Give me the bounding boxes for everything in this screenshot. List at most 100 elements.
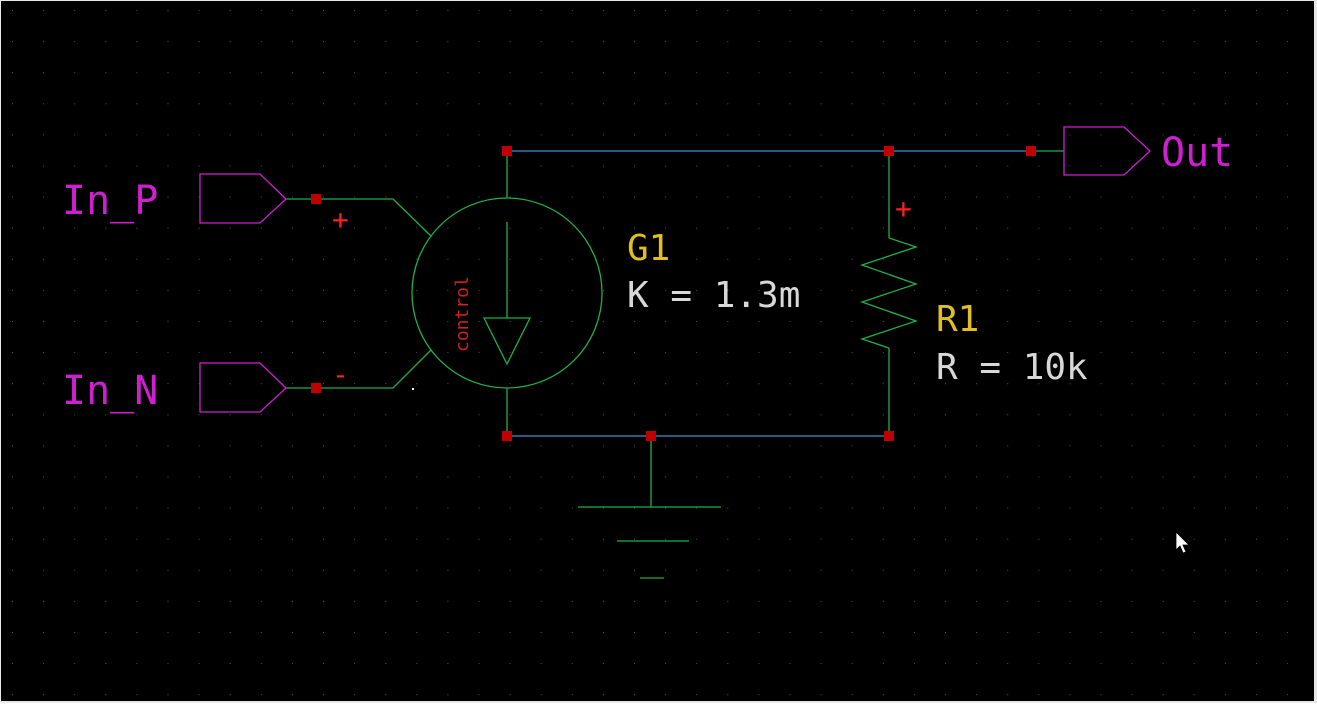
node[interactable]	[502, 146, 512, 156]
grid-dot	[12, 196, 13, 198]
grid-dot	[74, 352, 76, 354]
grid-dot	[260, 352, 262, 354]
node[interactable]	[884, 146, 894, 156]
grid-dot	[882, 165, 884, 167]
grid-dot	[1162, 10, 1164, 11]
port-in-n-shape[interactable]	[199, 362, 287, 413]
grid-dot	[634, 663, 635, 665]
grid-dot	[1100, 445, 1102, 447]
grid-dot	[758, 445, 760, 447]
grid-dot	[509, 632, 511, 633]
grid-dot	[1256, 10, 1257, 11]
grid-dot	[976, 507, 978, 509]
port-out-shape[interactable]	[1063, 126, 1151, 176]
grid-dot	[478, 227, 480, 229]
grid-dot	[1131, 352, 1133, 354]
grid-dot	[416, 663, 418, 665]
port-label-out: Out	[1161, 130, 1233, 176]
r1-zigzag[interactable]	[859, 237, 919, 349]
grid-dot	[478, 165, 480, 167]
grid-dot	[12, 600, 13, 602]
grid-dot	[882, 445, 884, 447]
node[interactable]	[646, 431, 656, 441]
grid-dot	[1162, 352, 1164, 354]
grid-dot	[105, 321, 107, 322]
grid-dot	[1224, 600, 1226, 602]
grid-dot	[1100, 258, 1102, 260]
grid-dot	[509, 600, 511, 602]
grid-dot	[416, 476, 418, 478]
grid-dot	[167, 600, 169, 602]
grid-dot	[43, 694, 45, 696]
grid-dot	[43, 41, 45, 43]
grid-dot	[540, 103, 542, 105]
g1-control-lead-minus	[316, 349, 432, 389]
grid-dot	[323, 476, 324, 478]
grid-dot	[882, 507, 884, 509]
grid-dot	[447, 694, 449, 696]
grid-dot	[696, 134, 698, 136]
grid-dot	[198, 165, 200, 167]
grid-dot	[229, 414, 231, 416]
node[interactable]	[884, 431, 894, 441]
grid-dot	[229, 72, 231, 74]
grid-dot	[385, 196, 387, 198]
grid-dot	[509, 196, 511, 198]
grid-dot	[1069, 476, 1071, 478]
grid-dot	[1224, 227, 1226, 229]
grid-dot	[416, 600, 418, 602]
grid-dot	[105, 289, 107, 291]
grid-dot	[105, 538, 107, 540]
grid-dot	[74, 134, 76, 136]
grid-dot	[1256, 383, 1257, 385]
grid-dot	[1256, 414, 1257, 416]
grid-dot	[820, 196, 822, 198]
r1-ref-label: R1	[936, 299, 979, 340]
grid-dot	[1193, 134, 1195, 136]
grid-dot	[789, 569, 791, 571]
grid-dot	[416, 632, 418, 633]
grid-dot	[43, 569, 45, 571]
grid-dot	[1193, 663, 1195, 665]
grid-dot	[416, 227, 418, 229]
grid-dot	[1069, 352, 1071, 354]
grid-dot	[74, 663, 76, 665]
grid-dot	[1287, 476, 1289, 478]
grid-dot	[758, 569, 760, 571]
grid-dot	[43, 196, 45, 198]
g1-minus-sign: -	[332, 358, 349, 391]
grid-dot	[478, 352, 480, 354]
grid-dot	[789, 507, 791, 509]
grid-dot	[229, 663, 231, 665]
grid-dot	[913, 383, 915, 385]
g1-body[interactable]	[411, 197, 603, 389]
node[interactable]	[311, 383, 321, 393]
grid-dot	[758, 41, 760, 43]
grid-dot	[789, 694, 791, 696]
grid-dot	[1069, 196, 1071, 198]
grid-dot	[198, 352, 200, 354]
grid-dot	[509, 538, 511, 540]
grid-dot	[74, 476, 76, 478]
grid-dot	[1256, 134, 1257, 136]
grid-dot	[167, 41, 169, 43]
grid-dot	[12, 258, 13, 260]
grid-dot	[509, 383, 511, 385]
grid-dot	[509, 289, 511, 291]
grid-dot	[820, 134, 822, 136]
grid-dot	[447, 321, 449, 322]
grid-dot	[12, 383, 13, 385]
grid-dot	[1100, 10, 1102, 11]
port-in-p-shape[interactable]	[199, 173, 287, 224]
grid-dot	[727, 165, 729, 167]
grid-dot	[1256, 632, 1257, 633]
grid-dot	[167, 258, 169, 260]
node[interactable]	[1026, 146, 1036, 156]
grid-dot	[1224, 72, 1226, 74]
node[interactable]	[502, 431, 512, 441]
node[interactable]	[311, 194, 321, 204]
grid-dot	[1224, 445, 1226, 447]
grid-dot	[509, 165, 511, 167]
